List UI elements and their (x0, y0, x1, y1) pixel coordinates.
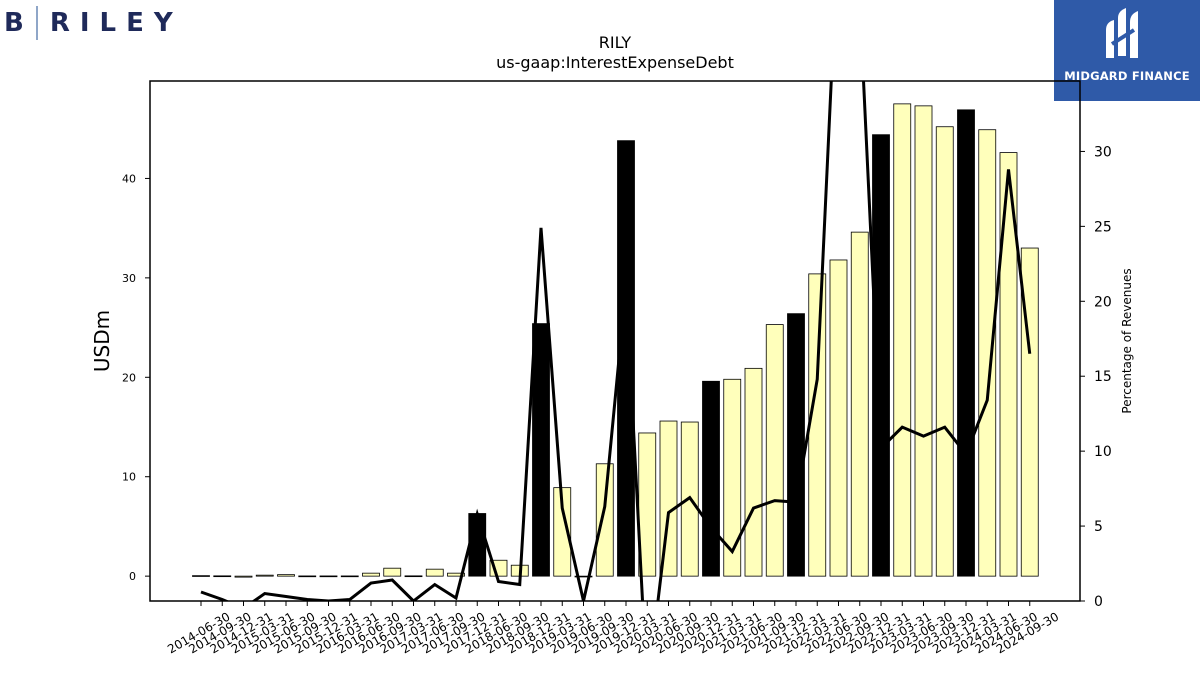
y2-tick-label: 5 (1094, 519, 1103, 535)
bar (234, 575, 253, 578)
bar (744, 367, 763, 577)
chart-subtitle: us-gaap:InterestExpenseDebt (496, 53, 734, 72)
bar (850, 231, 869, 577)
bar (702, 380, 720, 577)
bar (362, 572, 380, 577)
bar (425, 568, 444, 577)
bar (957, 109, 975, 577)
bar (765, 324, 784, 577)
midgard-mark-icon (1106, 8, 1138, 58)
bar (298, 575, 317, 578)
plot-frame (149, 80, 1081, 602)
y-tick-label: 30 (122, 272, 136, 285)
bar (213, 575, 232, 578)
bar (192, 575, 210, 577)
bar (595, 463, 614, 577)
y-tick-label: 40 (122, 172, 136, 185)
y-tick-label: 0 (129, 570, 136, 583)
logo-divider (35, 6, 38, 40)
bar (532, 323, 550, 577)
bar (914, 105, 933, 577)
y2-tick-label: 15 (1094, 369, 1112, 385)
bar (255, 574, 274, 577)
y2-tick-label: 10 (1094, 444, 1112, 460)
bar (1020, 247, 1039, 577)
bar (447, 572, 465, 577)
bar (872, 134, 890, 577)
bar (277, 574, 295, 577)
y-tick-label: 10 (122, 471, 136, 484)
logo-b: B (4, 8, 26, 38)
bar (383, 567, 402, 577)
chart-title: RILY (599, 33, 632, 52)
b-riley-logo: B RILEY (4, 4, 183, 42)
bar-series (192, 103, 1039, 578)
bar (999, 152, 1018, 577)
bar (553, 487, 572, 577)
bar (978, 129, 997, 577)
bar (829, 259, 848, 577)
midgard-brand-text: MIDGARD FINANCE (1064, 69, 1190, 83)
bar (787, 313, 805, 577)
logo-riley: RILEY (49, 8, 183, 38)
y2-tick-label: 20 (1094, 294, 1112, 310)
y2-tick-label: 25 (1094, 219, 1112, 235)
bar (723, 378, 742, 577)
bar (617, 140, 635, 577)
y-tick-label: 20 (122, 371, 136, 384)
y2-tick-label: 30 (1094, 144, 1112, 160)
bar (340, 575, 359, 578)
y2-tick-label: 0 (1094, 594, 1103, 610)
axes: 0102030400510152025302014-06-302014-09-3… (122, 80, 1112, 656)
bar (468, 513, 487, 577)
y-axis-label: USDm (90, 310, 114, 372)
bar (404, 575, 423, 578)
bar (893, 103, 912, 577)
bar (808, 273, 827, 577)
bar (574, 575, 593, 578)
midgard-finance-logo: MIDGARD FINANCE (1054, 0, 1200, 101)
y2-axis-label: Percentage of Revenues (1120, 268, 1134, 413)
bar (935, 126, 954, 577)
bar (319, 575, 338, 578)
